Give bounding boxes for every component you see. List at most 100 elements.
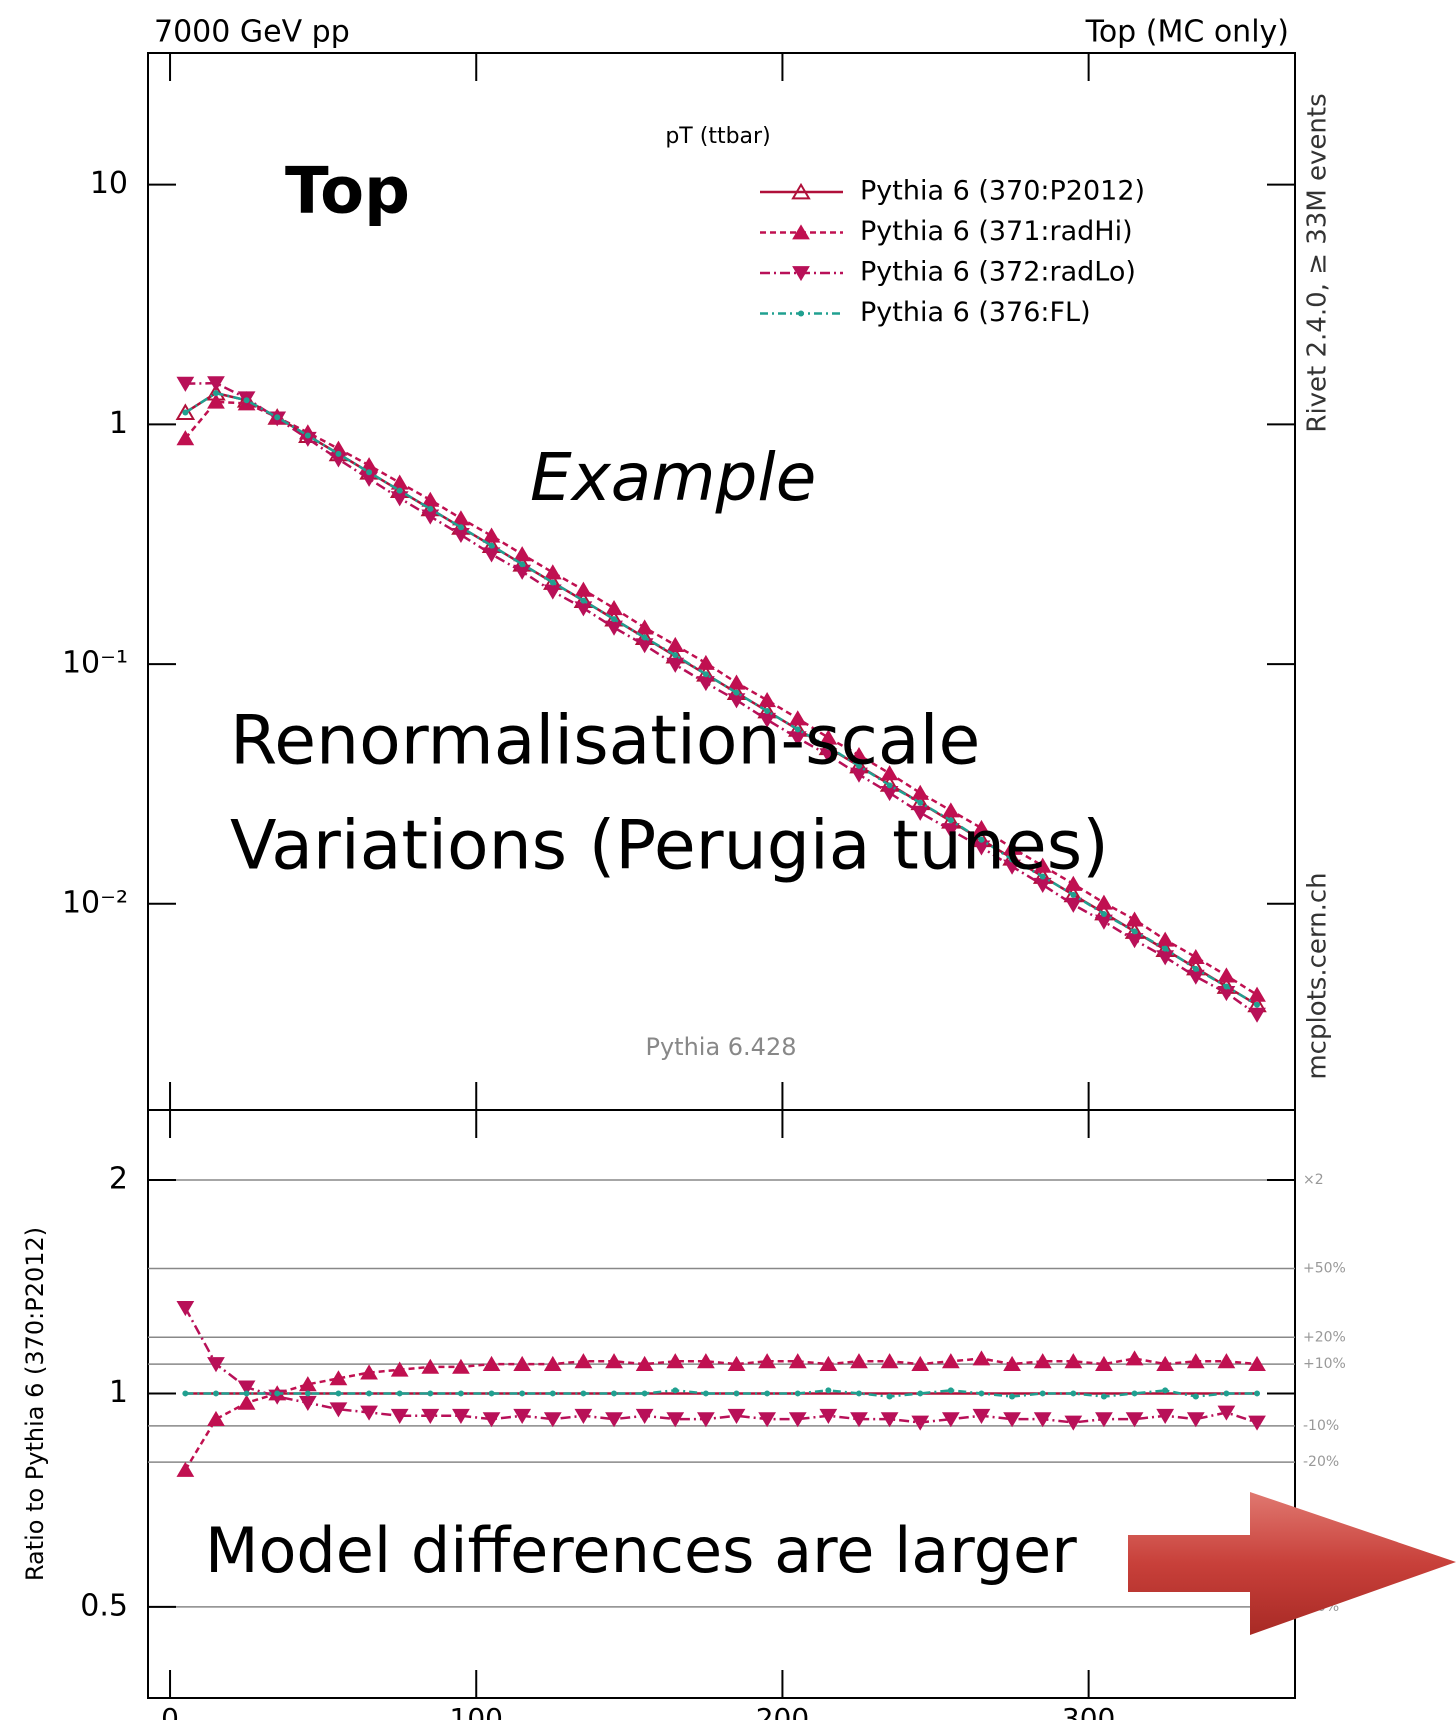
marker [390,1408,409,1424]
marker [237,1394,256,1410]
marker [427,1390,434,1397]
marker [574,581,593,597]
marker [580,1390,587,1397]
marker [798,310,804,317]
marker [635,638,654,654]
marker [911,1415,930,1431]
marker [788,1412,807,1428]
marker [886,1393,893,1400]
marker [543,1412,562,1428]
marker [207,1410,225,1427]
marker [641,1390,648,1397]
marker [850,1353,868,1369]
marker [611,616,618,623]
marker [1217,967,1236,983]
marker [543,564,562,580]
marker [788,710,807,726]
marker [1254,1001,1261,1008]
marker [1009,1393,1016,1400]
marker [1095,1355,1113,1371]
right-tick-label: +20% [1303,1329,1346,1345]
marker [733,689,740,696]
marker [1039,873,1046,880]
marker [1095,1412,1113,1428]
marker [947,1387,954,1394]
marker [274,1390,281,1397]
marker [880,1412,899,1428]
marker [1033,1353,1052,1369]
marker [580,597,587,604]
marker [452,1358,470,1374]
marker [1186,1353,1205,1369]
marker [941,1412,960,1428]
marker [482,1355,501,1371]
marker [917,1390,924,1397]
marker [329,1370,348,1386]
marker [335,450,342,457]
marker [452,527,470,544]
marker [941,802,960,818]
marker [513,564,532,580]
marker [212,390,219,397]
marker [574,601,593,617]
marker [1248,1355,1266,1371]
marker [207,376,225,392]
marker [788,1353,807,1369]
marker [758,1412,776,1428]
annotation: Pythia 6.428 [645,1033,796,1061]
marker [758,691,776,708]
marker [329,1402,348,1418]
marker [549,1390,556,1397]
marker [574,1408,593,1424]
marker [1125,933,1144,949]
x-tick-label: 200 [756,1702,809,1720]
marker [1125,1412,1144,1428]
marker [1125,911,1144,927]
y-tick-label: 10 [90,166,128,201]
marker [176,376,195,392]
marker [1217,1353,1236,1369]
marker [182,1390,189,1397]
marker [1100,1393,1107,1400]
marker [549,579,556,586]
marker [1186,969,1205,985]
marker [880,765,899,781]
y-tick-label: 10⁻¹ [62,646,128,681]
marker [880,1353,899,1369]
marker [1131,1390,1138,1397]
marker [360,1364,378,1380]
y-tick-label: 1 [109,1375,128,1410]
marker [390,491,409,507]
marker [794,1390,801,1397]
marker [519,561,526,568]
y-axis-label: Ratio to Pythia 6 (370:P2012) [21,1227,49,1581]
marker [298,1395,317,1412]
marker [794,726,801,733]
marker [335,1390,342,1397]
marker [917,799,924,806]
marker [457,524,464,531]
marker [972,1408,991,1424]
marker [1100,910,1107,917]
marker [176,430,195,446]
marker [941,823,960,839]
marker [1003,839,1021,855]
right-tick-label: -10% [1303,1418,1339,1434]
marker [207,1357,225,1373]
marker [427,505,434,512]
marker [513,1355,532,1371]
marker [791,182,811,200]
marker [390,1361,409,1377]
marker [366,469,373,476]
chart-title: pT (ttbar) [665,124,770,149]
marker [947,817,954,824]
overlay-text: Renormalisation-scale [230,702,980,781]
marker [1192,1393,1199,1400]
marker [635,619,654,635]
marker [855,762,862,769]
y-tick-label: 0.5 [80,1588,128,1623]
marker [1223,983,1230,990]
marker [1064,897,1083,913]
